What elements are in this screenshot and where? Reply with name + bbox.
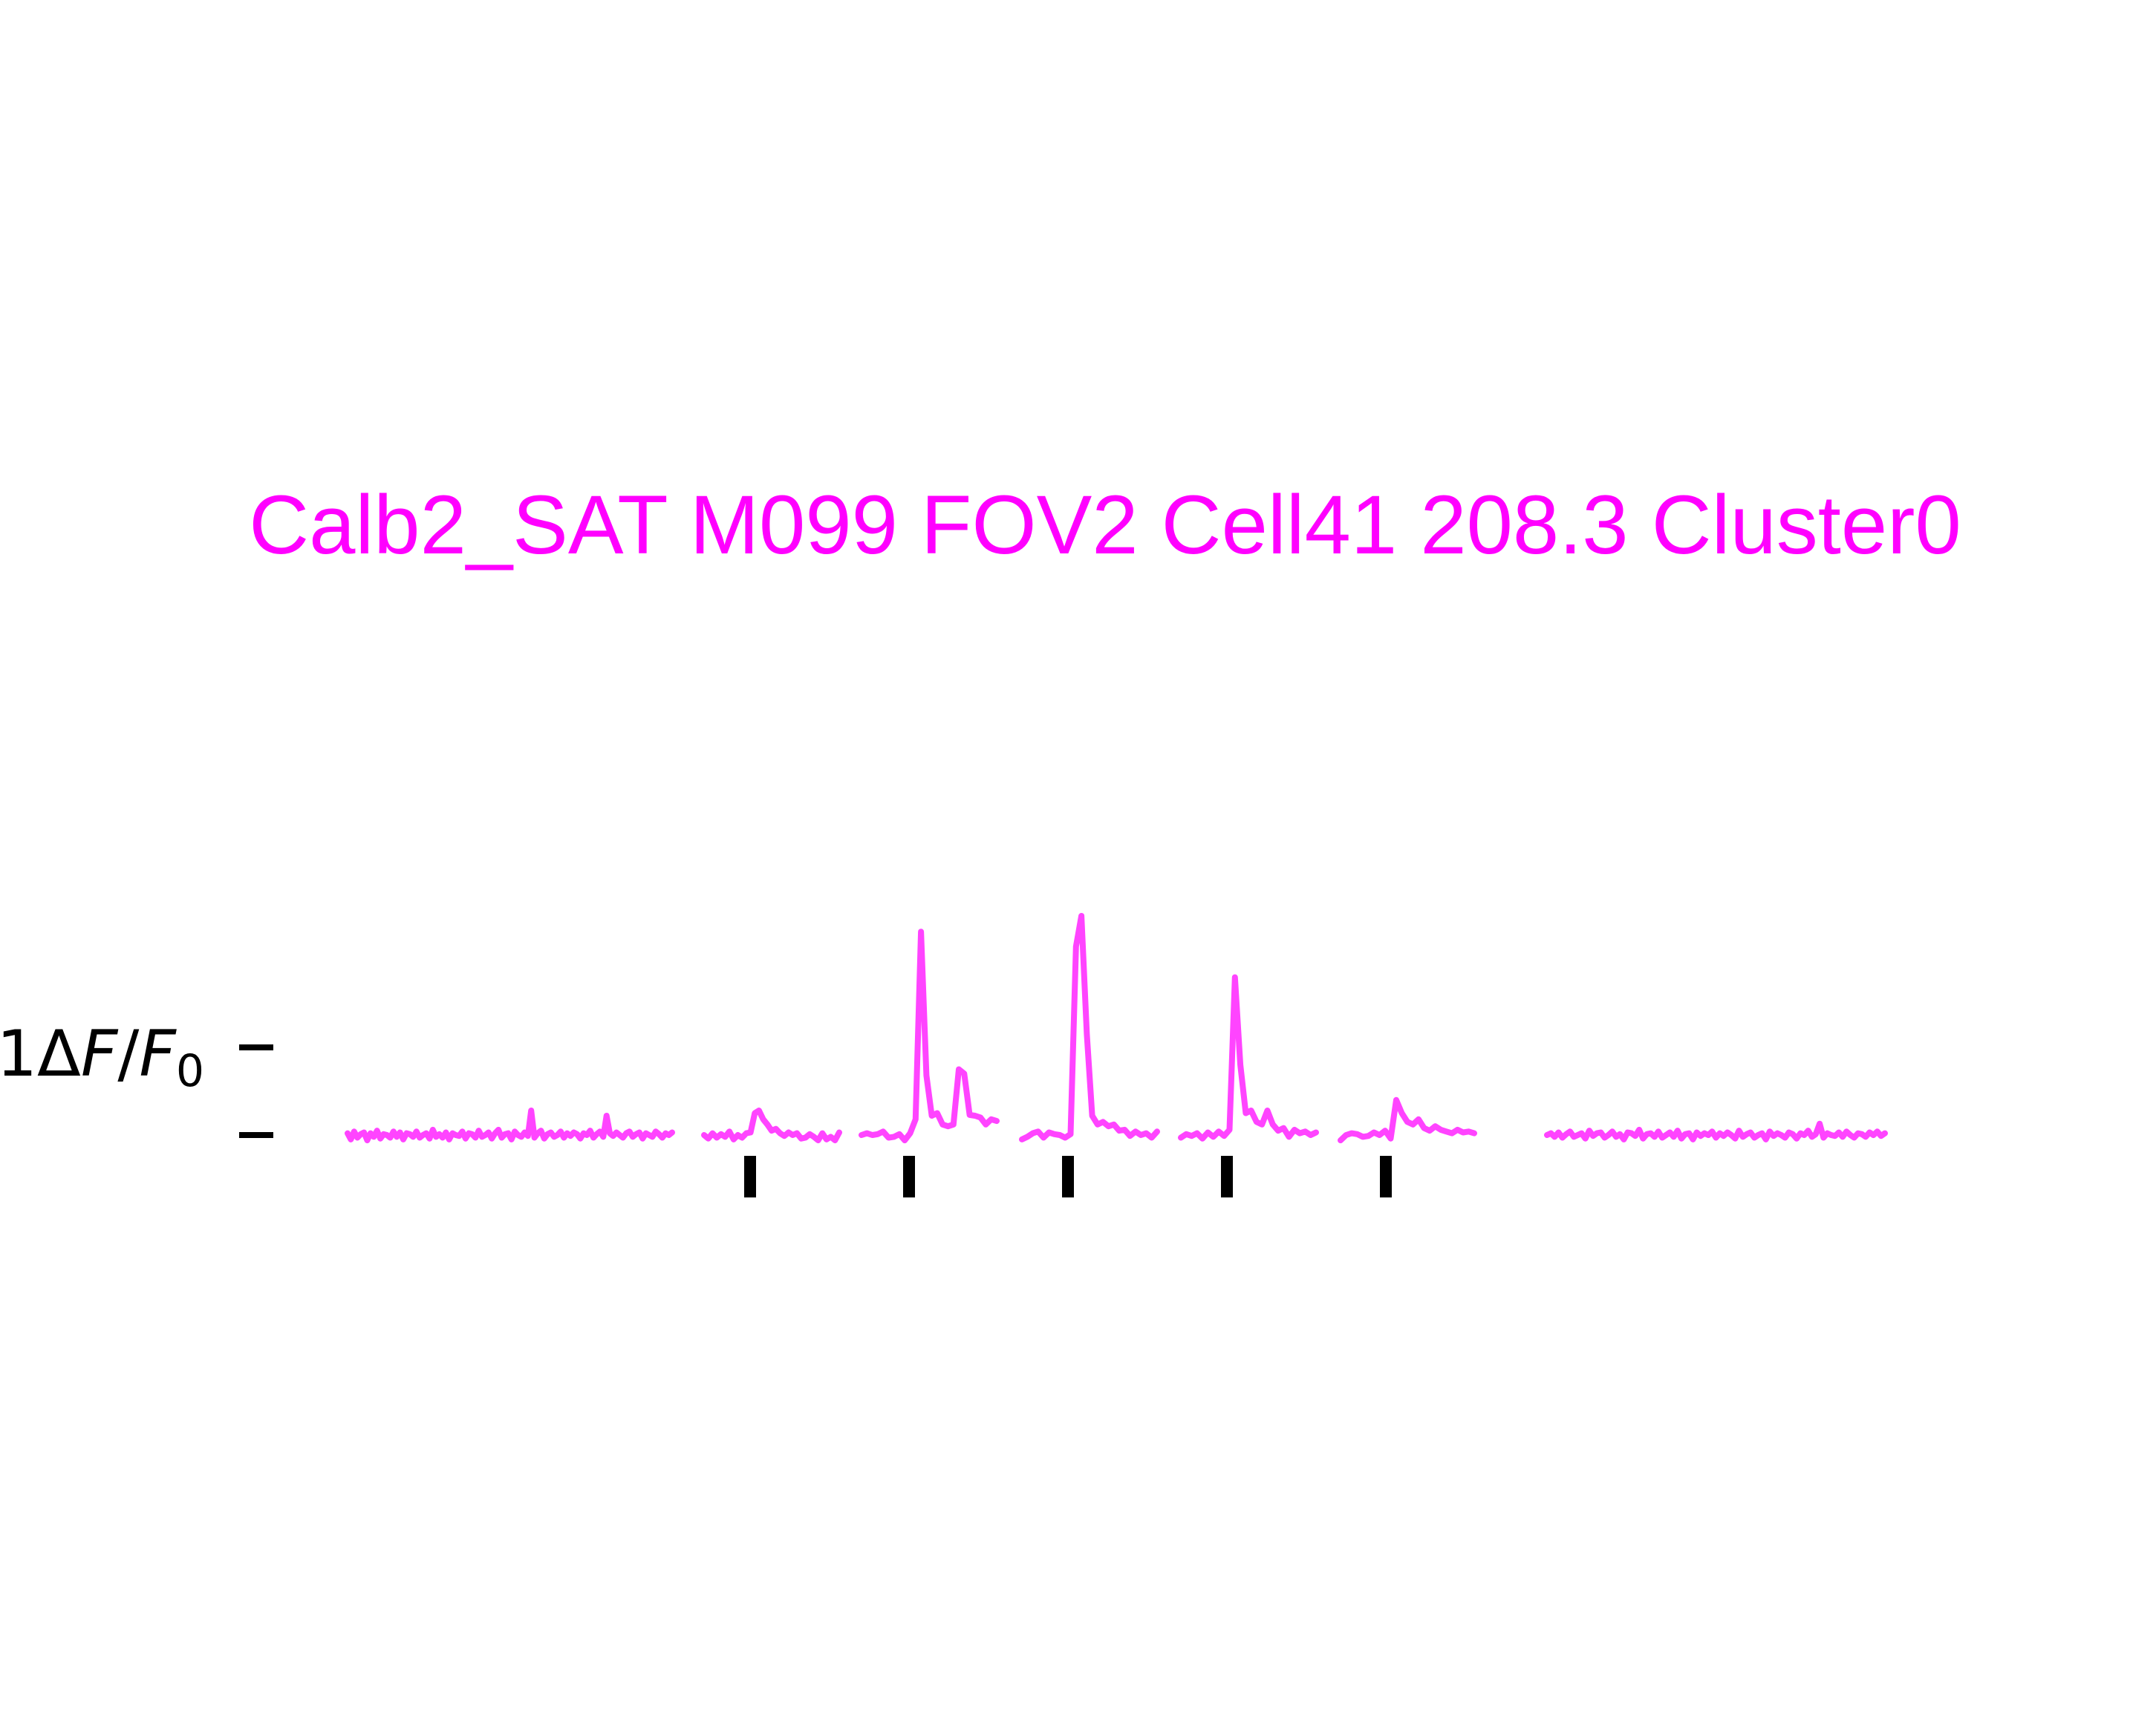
trace-segment-stim-2 [859,929,1000,1144]
y-label-f: F [81,1017,119,1091]
stimulus-marker-1 [744,1156,756,1197]
trace-segment-stim-1 [701,1108,842,1144]
y-label-prefix: 1 [0,1017,37,1091]
y-axis-label: 1ΔF/F0 [0,1017,204,1097]
y-label-f0: F [139,1017,177,1091]
trace-series [345,913,1888,1144]
trace-segment-stim-4 [1178,974,1319,1142]
y-label-slash: / [117,1017,139,1091]
scale-bar [239,1044,273,1138]
stimulus-marker-5 [1380,1156,1392,1197]
y-label-subscript: 0 [176,1045,204,1097]
trace-segment-stim-5 [1338,1096,1477,1144]
stimulus-markers [744,1156,1392,1197]
stimulus-marker-2 [903,1156,915,1197]
y-label-delta: Δ [37,1017,81,1091]
trace-segment-baseline-pre [345,1108,675,1144]
stimulus-marker-4 [1221,1156,1233,1197]
chart-title: Calb2_SAT M099 FOV2 Cell41 208.3 Cluster… [249,478,1961,571]
trace-segment-baseline-post [1544,1120,1888,1142]
stimulus-marker-3 [1062,1156,1074,1197]
trace-segment-stim-3 [1019,913,1160,1142]
